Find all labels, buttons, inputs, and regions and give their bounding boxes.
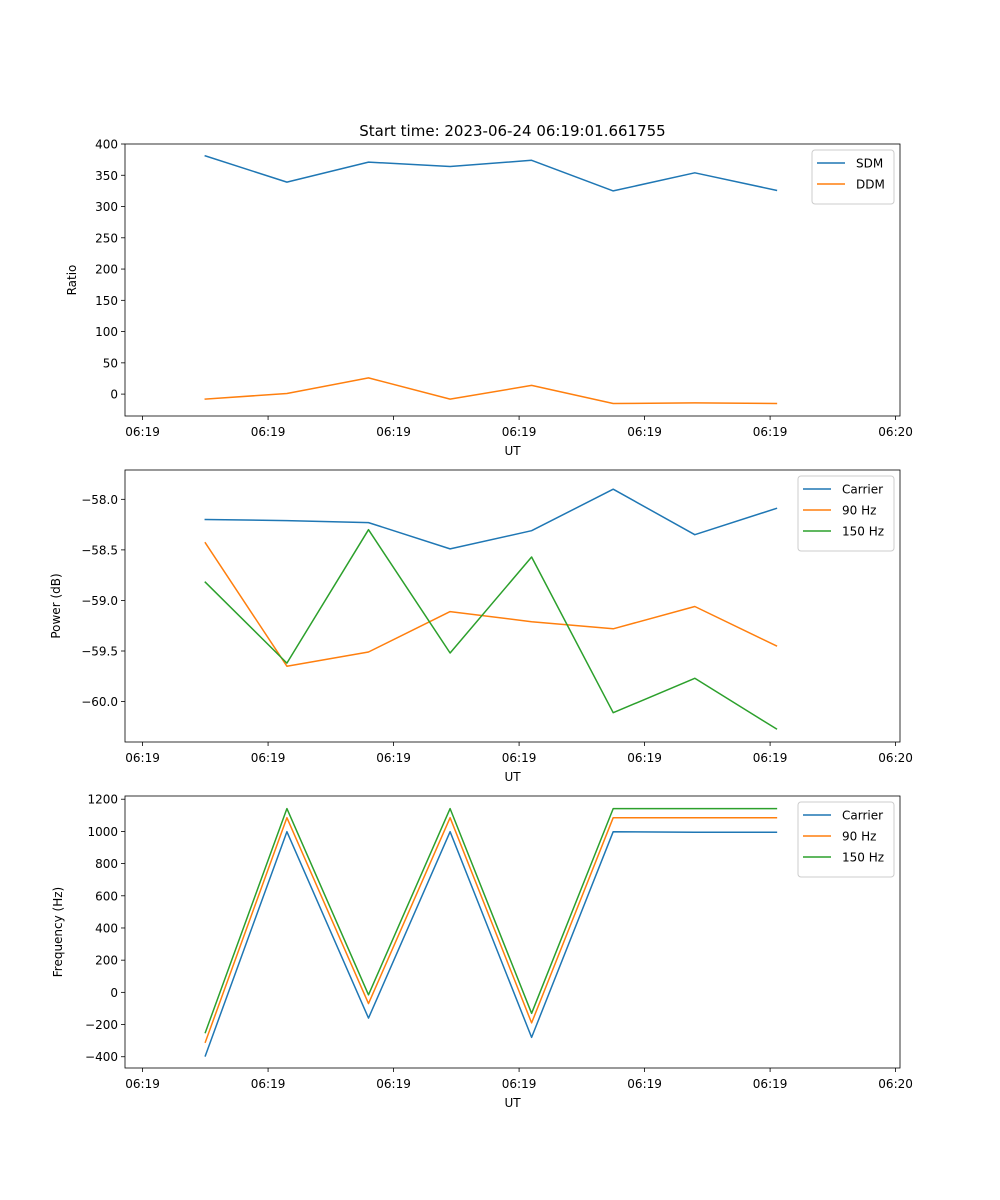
chart-power-y-tick-label: −59.0 [81,594,118,608]
chart-frequency-x-tick-label: 06:19 [627,1077,662,1091]
chart-power: 06:19 06:19 06:19 06:19 06:19 06:19 06:20 −60.0… [49,469,913,784]
chart-frequency-x-axis-label: UT [504,1096,521,1110]
chart-frequency-series-line-2 [204,807,778,1034]
chart-ratio-y-tick-label: 100 [95,325,118,339]
chart-power-y-tick-label: −59.5 [81,644,118,658]
chart-frequency-x-tick-label: 06:19 [753,1077,788,1091]
chart-power-series-line-2 [204,528,778,730]
chart-power-y-tick-label: −58.0 [81,493,118,507]
chart-ratio-x-tick-label: 06:20 [878,425,913,439]
chart-ratio-x-axis-label: UT [504,444,521,458]
chart-frequency-legend-box [797,801,895,878]
chart-ratio-y-axis-label: Ratio [65,265,79,296]
chart-frequency-x-tick-label: 06:19 [376,1077,411,1091]
chart-power-x-tick-label: 06:20 [878,751,913,765]
chart-frequency-y-tick-label: 1000 [87,825,118,839]
chart-ratio-axes-frame [124,143,901,417]
chart-frequency-legend-label-2: 150 Hz [842,851,884,865]
chart-frequency-y-tick-label: 600 [95,889,118,903]
subplot-stack: 06:19 06:19 06:19 06:19 06:19 06:19 06:20 0 50 10… [49,138,913,1111]
chart-ratio: 06:19 06:19 06:19 06:19 06:19 06:19 06:20 0 50 10… [65,138,913,459]
figure-title: Start time: 2023-06-24 06:19:01.661755 [359,122,665,140]
chart-power-legend-label-0: Carrier [842,483,883,497]
chart-ratio-x-tick-label: 06:19 [125,425,160,439]
chart-power-x-tick-label: 06:19 [502,751,537,765]
chart-ratio-series [204,154,778,405]
chart-frequency-series [204,807,778,1057]
chart-power-x-axis-label: UT [504,770,521,784]
chart-power-legend-label-2: 150 Hz [842,525,884,539]
chart-frequency-series-line-0 [204,830,778,1057]
chart-power-series-line-1 [204,541,778,667]
chart-frequency: 06:19 06:19 06:19 06:19 06:19 06:19 06:20 −400 −… [51,793,913,1110]
chart-frequency-y-tick-label: 0 [110,986,118,1000]
chart-frequency-axes-frame [124,795,901,1069]
chart-ratio-y-tick-label: 400 [95,138,118,152]
chart-frequency-x-tick-label: 06:19 [125,1077,160,1091]
chart-frequency-x-tick-label: 06:19 [251,1077,286,1091]
chart-ratio-y-tick-label: 0 [110,388,118,402]
chart-ratio-x-tick-label: 06:19 [502,425,537,439]
chart-ratio-y-tick-label: 350 [95,169,118,183]
chart-power-x-tick-label: 06:19 [627,751,662,765]
chart-ratio-x-tick-label: 06:19 [376,425,411,439]
chart-frequency-y-tick-label: 800 [95,857,118,871]
chart-power-legend-box [797,475,895,552]
chart-ratio-y-tick-label: 150 [95,294,118,308]
chart-power-y-tick-label: −60.0 [81,695,118,709]
chart-frequency-y-tick-label: −200 [85,1018,118,1032]
chart-power-axes-frame [124,469,901,743]
chart-power-x-tick-label: 06:19 [376,751,411,765]
chart-frequency-y-tick-label: 1200 [87,793,118,807]
chart-power-x-tick-label: 06:19 [125,751,160,765]
chart-frequency-x-tick-label: 06:20 [878,1077,913,1091]
chart-ratio-x-tick-label: 06:19 [627,425,662,439]
chart-frequency-legend-label-1: 90 Hz [842,830,876,844]
chart-power-y-tick-label: −58.5 [81,543,118,557]
chart-frequency-y-tick-label: 200 [95,954,118,968]
chart-ratio-y-tick-label: 50 [103,356,118,370]
chart-frequency-y-axis-label: Frequency (Hz) [51,887,65,978]
chart-ratio-y-tick-label: 300 [95,200,118,214]
chart-ratio-series-line-0 [204,154,778,192]
chart-power-x-tick-label: 06:19 [753,751,788,765]
chart-ratio-x-tick-label: 06:19 [251,425,286,439]
chart-frequency-x-tick-label: 06:19 [502,1077,537,1091]
chart-frequency-legend-label-0: Carrier [842,809,883,823]
chart-power-legend: Carrier 90 Hz 150 Hz [797,475,895,552]
chart-frequency-series-line-1 [204,816,778,1044]
chart-ratio-legend-label-1: DDM [856,178,885,192]
chart-ratio-legend: SDM DDM [811,149,895,205]
chart-ratio-y-tick-label: 200 [95,263,118,277]
chart-ratio-series-line-1 [204,377,778,405]
chart-frequency-legend: Carrier 90 Hz 150 Hz [797,801,895,878]
chart-ratio-y-tick-label: 250 [95,231,118,245]
chart-frequency-y-tick-label: −400 [85,1050,118,1064]
chart-power-legend-label-1: 90 Hz [842,504,876,518]
chart-power-y-axis-label: Power (dB) [49,573,63,638]
chart-power-series [204,488,778,730]
chart-ratio-x-tick-label: 06:19 [753,425,788,439]
chart-ratio-legend-label-0: SDM [856,157,883,171]
chart-power-series-line-0 [204,488,778,550]
chart-power-x-tick-label: 06:19 [251,751,286,765]
chart-frequency-y-tick-label: 400 [95,921,118,935]
